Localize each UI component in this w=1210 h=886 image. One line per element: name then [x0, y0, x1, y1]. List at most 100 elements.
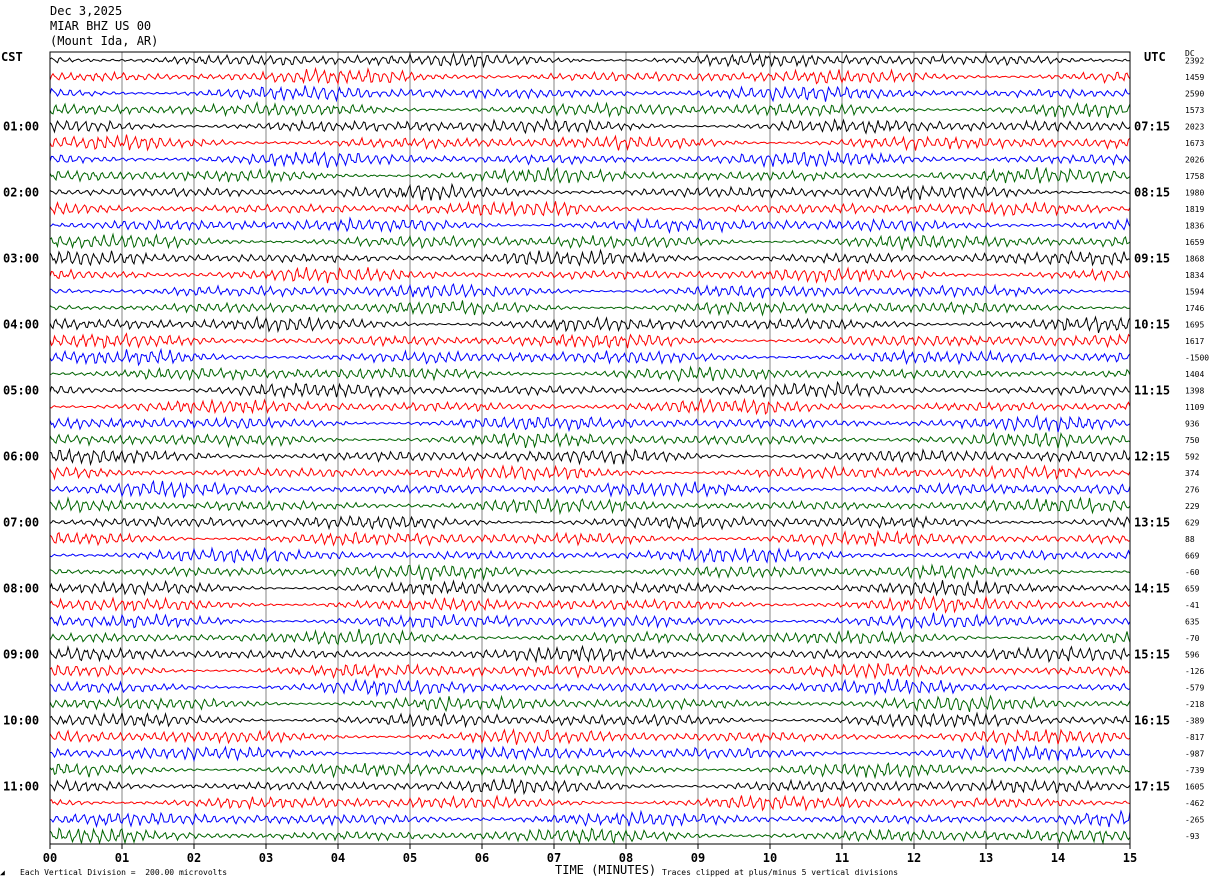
dc-offset-label: 276 — [1185, 485, 1200, 494]
dc-offset-label: -987 — [1185, 749, 1204, 758]
x-tick-label: 09 — [691, 851, 705, 865]
trace-line — [50, 498, 1130, 513]
station-label: MIAR BHZ US 00 — [50, 19, 151, 34]
trace-line — [50, 696, 1130, 712]
cst-time-label: 09:00 — [3, 647, 39, 661]
trace-line — [50, 119, 1130, 133]
minute-grid — [122, 52, 1058, 844]
utc-time-label: 15:15 — [1134, 647, 1170, 661]
usgs-logo-icon: ◢ — [0, 868, 5, 877]
utc-time-label: 17:15 — [1134, 779, 1170, 793]
utc-time-label: 11:15 — [1134, 383, 1170, 397]
dc-offset-label: 1868 — [1185, 254, 1204, 263]
trace-line — [50, 828, 1130, 843]
trace-line — [50, 796, 1130, 811]
utc-time-label: 09:15 — [1134, 251, 1170, 265]
cst-time-label: 08:00 — [3, 581, 39, 595]
dc-offset-label: 1834 — [1185, 271, 1204, 280]
location-label: (Mount Ida, AR) — [50, 34, 158, 49]
utc-time-label: 07:15 — [1134, 119, 1170, 133]
trace-line — [50, 580, 1130, 595]
dc-offset-label: 1594 — [1185, 287, 1204, 296]
x-tick-label: 05 — [403, 851, 417, 865]
trace-line — [50, 250, 1130, 265]
dc-offset-label: 1459 — [1185, 73, 1204, 82]
cst-time-label: 01:00 — [3, 119, 39, 133]
seismic-traces — [50, 54, 1130, 843]
dc-offset-label: 1617 — [1185, 337, 1204, 346]
dc-offset-label: 2023 — [1185, 122, 1204, 131]
cst-time-label: 10:00 — [3, 713, 39, 727]
dc-offset-label: -389 — [1185, 716, 1204, 725]
trace-line — [50, 811, 1130, 827]
x-tick-label: 12 — [907, 851, 921, 865]
trace-line — [50, 613, 1130, 628]
x-tick-label: 10 — [763, 851, 777, 865]
dc-offset-label: 1404 — [1185, 370, 1204, 379]
trace-line — [50, 284, 1130, 298]
dc-offset-label: 669 — [1185, 551, 1200, 560]
trace-line — [50, 103, 1130, 118]
dc-offset-label: 2590 — [1185, 89, 1204, 98]
utc-time-label: 13:15 — [1134, 515, 1170, 529]
utc-time-label: 14:15 — [1134, 581, 1170, 595]
trace-line — [50, 218, 1130, 232]
trace-line — [50, 334, 1130, 348]
dc-offset-label: 229 — [1185, 502, 1200, 511]
dc-offset-label: -817 — [1185, 733, 1204, 742]
trace-line — [50, 779, 1130, 794]
trace-line — [50, 746, 1130, 761]
cst-label: CST — [1, 50, 23, 64]
trace-line — [50, 152, 1130, 168]
trace-line — [50, 185, 1130, 201]
dc-offset-label: 1673 — [1185, 139, 1204, 148]
trace-line — [50, 267, 1130, 283]
trace-line — [50, 135, 1130, 151]
trace-line — [50, 382, 1130, 397]
x-axis-title: TIME (MINUTES) — [555, 863, 656, 877]
trace-line — [50, 481, 1130, 497]
trace-line — [50, 416, 1130, 432]
clip-note: Traces clipped at plus/minus 5 vertical … — [662, 868, 898, 877]
x-tick-label: 00 — [43, 851, 57, 865]
dc-offset-label: 750 — [1185, 436, 1200, 445]
trace-line — [50, 234, 1130, 249]
x-axis-ticks: 00 01 02 03 04 05 06 07 08 09 10 11 12 13 14 15 — [43, 844, 1137, 865]
utc-time-label: 10:15 — [1134, 317, 1170, 331]
trace-line — [50, 565, 1130, 580]
cst-time-label: 02:00 — [3, 185, 39, 199]
trace-line — [50, 629, 1130, 645]
utc-time-labels: 07:1508:1509:1510:1511:1512:1513:1514:15… — [1134, 119, 1170, 793]
utc-time-label: 12:15 — [1134, 449, 1170, 463]
trace-line — [50, 69, 1130, 84]
trace-line — [50, 516, 1130, 529]
dc-offset-label: 592 — [1185, 452, 1200, 461]
dc-offset-label: 1695 — [1185, 320, 1204, 329]
x-tick-label: 01 — [115, 851, 129, 865]
trace-line — [50, 548, 1130, 562]
dc-offset-label: -93 — [1185, 832, 1200, 841]
dc-offset-label: 374 — [1185, 469, 1200, 478]
trace-line — [50, 730, 1130, 745]
dc-offset-label: 1746 — [1185, 304, 1204, 313]
trace-line — [50, 663, 1130, 678]
dc-offset-label: -739 — [1185, 766, 1204, 775]
trace-line — [50, 713, 1130, 727]
dc-offset-label: -218 — [1185, 700, 1204, 709]
trace-line — [50, 679, 1130, 695]
utc-label: UTC — [1144, 50, 1166, 64]
trace-line — [50, 532, 1130, 547]
dc-offset-label: -1500 — [1185, 353, 1209, 362]
x-tick-label: 04 — [331, 851, 345, 865]
x-tick-label: 06 — [475, 851, 489, 865]
trace-line — [50, 450, 1130, 465]
dc-offset-label: 1836 — [1185, 221, 1204, 230]
dc-offset-label: 635 — [1185, 617, 1200, 626]
trace-line — [50, 86, 1130, 102]
dc-offset-label: 659 — [1185, 584, 1200, 593]
x-tick-label: 14 — [1051, 851, 1065, 865]
dc-offset-label: 629 — [1185, 518, 1200, 527]
dc-offset-label: 88 — [1185, 535, 1195, 544]
trace-line — [50, 54, 1130, 67]
